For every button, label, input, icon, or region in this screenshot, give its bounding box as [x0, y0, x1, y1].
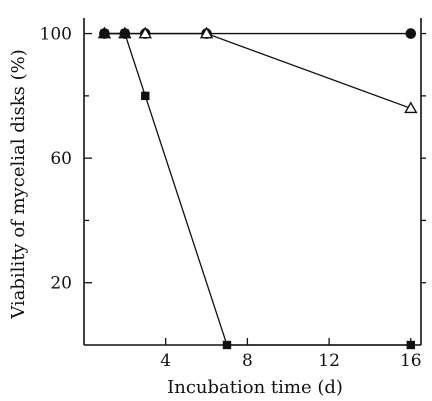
x-tick-label: 12 — [318, 351, 340, 371]
x-tick-label: 4 — [160, 351, 171, 371]
x-tick-label: 16 — [400, 351, 422, 371]
tick-labels: 4 8 12 16 20 60 100 — [40, 25, 422, 371]
data-point-filled-square — [100, 29, 109, 38]
data-point-filled-square — [222, 340, 232, 350]
y-tick-label: 60 — [50, 149, 72, 169]
ticks — [84, 32, 426, 345]
y-tick-label: 20 — [50, 274, 72, 294]
y-axis-label: Viability of mycelial disks (%) — [8, 49, 29, 320]
x-tick-label: 8 — [242, 351, 253, 371]
data-point-filled-square — [141, 91, 150, 101]
series-line-filled-square — [104, 32, 411, 346]
y-tick-label: 100 — [40, 25, 72, 45]
data-point-open-triangle — [138, 26, 152, 39]
data-point-filled-square — [406, 340, 415, 350]
series-line-open-triangle — [104, 32, 412, 109]
series-layer — [97, 26, 418, 350]
x-axis-label: Incubation time (d) — [167, 377, 343, 398]
axes — [83, 18, 422, 346]
data-point-open-triangle — [404, 101, 418, 114]
data-point-filled-square — [120, 29, 130, 38]
data-point-filled-circle — [405, 28, 417, 39]
data-point-open-triangle — [199, 26, 214, 39]
